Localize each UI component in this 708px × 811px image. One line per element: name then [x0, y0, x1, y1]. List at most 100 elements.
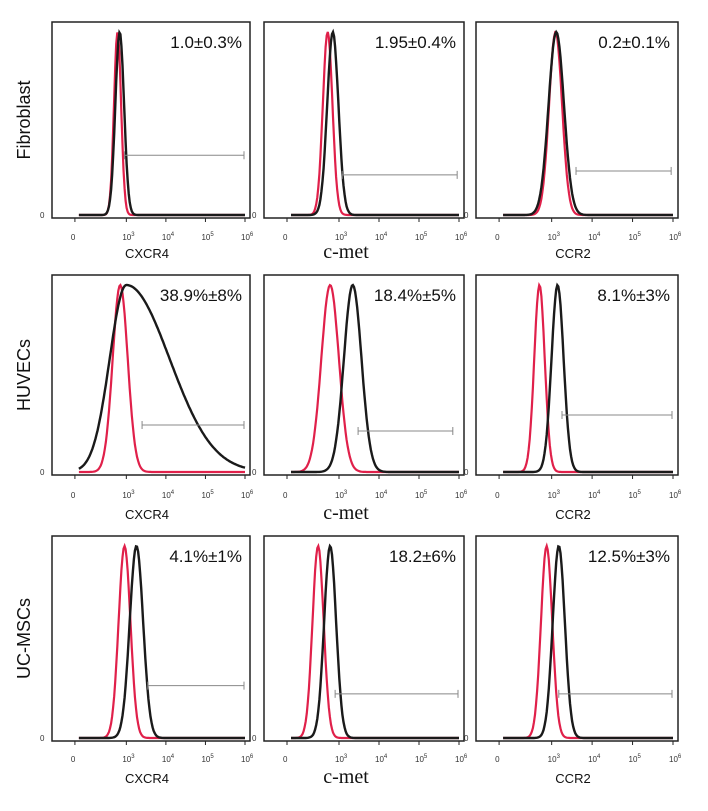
percent-positive-label: 1.0±0.3% — [170, 33, 242, 52]
x-tick-label: 103 — [548, 754, 561, 764]
x-tick-label: 103 — [548, 490, 561, 500]
percent-positive-label: 1.95±0.4% — [375, 33, 456, 52]
x-tick-label: 103 — [335, 232, 348, 242]
x-tick-label: 103 — [122, 232, 135, 242]
x-tick-label: 106 — [241, 232, 254, 242]
panel-frame — [475, 21, 679, 219]
x-tick-label: 0 — [283, 233, 288, 242]
isotype-histogram-curve — [291, 31, 459, 217]
marker-axis-label: CCR2 — [555, 771, 590, 786]
x-tick-label: 0 — [283, 755, 288, 764]
x-tick-label: 0 — [71, 755, 76, 764]
y-axis-zero-label: 0 — [40, 734, 45, 743]
y-axis-zero-label: 0 — [40, 468, 45, 477]
percent-positive-label: 12.5%±3% — [588, 547, 670, 566]
histogram-panel-huvecs-c-met: 0 0 103 104 105 106 18.4%±5% c-met — [252, 274, 468, 524]
x-tick-label: 0 — [71, 233, 76, 242]
marker-axis-label: CXCR4 — [125, 771, 169, 786]
y-axis-zero-label: 0 — [464, 468, 469, 477]
x-tick-label: 106 — [241, 754, 254, 764]
x-tick-label: 105 — [415, 232, 428, 242]
x-tick-label: 0 — [495, 233, 500, 242]
histogram-panel-uc-mscs-cxcr4: 0 0 103 104 105 106 4.1%±1% CXCR4 — [40, 535, 254, 786]
x-tick-label: 106 — [669, 754, 682, 764]
percent-positive-label: 18.4%±5% — [374, 286, 456, 305]
x-tick-label: 103 — [122, 490, 135, 500]
x-tick-label: 0 — [495, 755, 500, 764]
x-tick-label: 105 — [201, 754, 214, 764]
stained-histogram-curve — [78, 28, 245, 217]
panel-frame — [263, 535, 465, 742]
x-tick-label: 105 — [415, 754, 428, 764]
histogram-panel-huvecs-cxcr4: 0 0 103 104 105 106 38.9%±8% CXCR4 — [40, 274, 254, 522]
isotype-histogram-curve — [291, 542, 459, 740]
y-axis-zero-label: 0 — [252, 211, 257, 220]
x-tick-label: 106 — [455, 490, 468, 500]
stained-histogram-curve — [503, 29, 673, 217]
x-tick-label: 104 — [375, 232, 388, 242]
percent-positive-label: 18.2±6% — [389, 547, 456, 566]
x-tick-label: 104 — [588, 232, 601, 242]
x-tick-label: 0 — [71, 491, 76, 500]
y-axis-zero-label: 0 — [464, 734, 469, 743]
stained-histogram-curve — [503, 282, 673, 474]
isotype-histogram-curve — [78, 32, 245, 217]
x-tick-label: 105 — [415, 490, 428, 500]
row-label-fibroblast: Fibroblast — [14, 80, 34, 159]
y-axis-zero-label: 0 — [252, 468, 257, 477]
isotype-histogram-curve — [503, 542, 673, 740]
isotype-histogram-curve — [291, 283, 459, 474]
histogram-panel-uc-mscs-ccr2: 0 0 103 104 105 106 12.5%±3% CCR2 — [464, 535, 682, 786]
x-tick-label: 104 — [588, 754, 601, 764]
x-tick-label: 104 — [375, 490, 388, 500]
x-tick-label: 104 — [588, 490, 601, 500]
x-tick-label: 106 — [669, 490, 682, 500]
stained-histogram-curve — [503, 544, 673, 740]
x-tick-label: 105 — [629, 754, 642, 764]
x-tick-label: 105 — [201, 232, 214, 242]
panel-frame — [51, 535, 251, 742]
x-tick-label: 104 — [375, 754, 388, 764]
marker-axis-label: CXCR4 — [125, 507, 169, 522]
y-axis-zero-label: 0 — [252, 734, 257, 743]
x-tick-label: 103 — [122, 754, 135, 764]
isotype-histogram-curve — [503, 30, 673, 217]
marker-axis-label: CXCR4 — [125, 246, 169, 261]
x-tick-label: 104 — [162, 754, 175, 764]
x-tick-label: 103 — [335, 754, 348, 764]
isotype-histogram-curve — [78, 542, 245, 740]
stained-histogram-curve — [291, 28, 459, 217]
x-tick-label: 106 — [669, 232, 682, 242]
x-tick-label: 105 — [629, 232, 642, 242]
x-tick-label: 106 — [241, 490, 254, 500]
row-label-uc-mscs: UC-MSCs — [14, 598, 34, 679]
panel-frame — [51, 21, 251, 219]
percent-positive-label: 38.9%±8% — [160, 286, 242, 305]
marker-axis-label: c-met — [323, 766, 369, 788]
histogram-panel-fibroblast-c-met: 0 0 103 104 105 106 1.95±0.4% c-met — [252, 21, 468, 263]
x-tick-label: 0 — [495, 491, 500, 500]
x-tick-label: 104 — [162, 232, 175, 242]
histogram-panel-uc-mscs-c-met: 0 0 103 104 105 106 18.2±6% c-met — [252, 535, 468, 788]
marker-axis-label: CCR2 — [555, 507, 590, 522]
percent-positive-label: 0.2±0.1% — [598, 33, 670, 52]
stained-histogram-curve — [78, 283, 246, 470]
stained-histogram-curve — [291, 283, 459, 474]
marker-axis-label: c-met — [323, 241, 369, 263]
stained-histogram-curve — [78, 544, 245, 740]
panel-frame — [51, 274, 251, 476]
y-axis-zero-label: 0 — [464, 211, 469, 220]
histogram-panel-huvecs-ccr2: 0 0 103 104 105 106 8.1%±3% CCR2 — [464, 274, 682, 522]
x-tick-label: 104 — [162, 490, 175, 500]
percent-positive-label: 4.1%±1% — [169, 547, 242, 566]
histogram-panel-fibroblast-cxcr4: 0 0 103 104 105 106 1.0±0.3% CXCR4 — [40, 21, 254, 261]
x-tick-label: 105 — [629, 490, 642, 500]
panel-frame — [263, 21, 465, 219]
panel-frame — [263, 274, 465, 476]
panel-frame — [475, 274, 679, 476]
stained-histogram-curve — [291, 543, 459, 740]
panel-frame — [475, 535, 679, 742]
isotype-histogram-curve — [503, 281, 673, 474]
row-label-huvecs: HUVECs — [14, 339, 34, 411]
